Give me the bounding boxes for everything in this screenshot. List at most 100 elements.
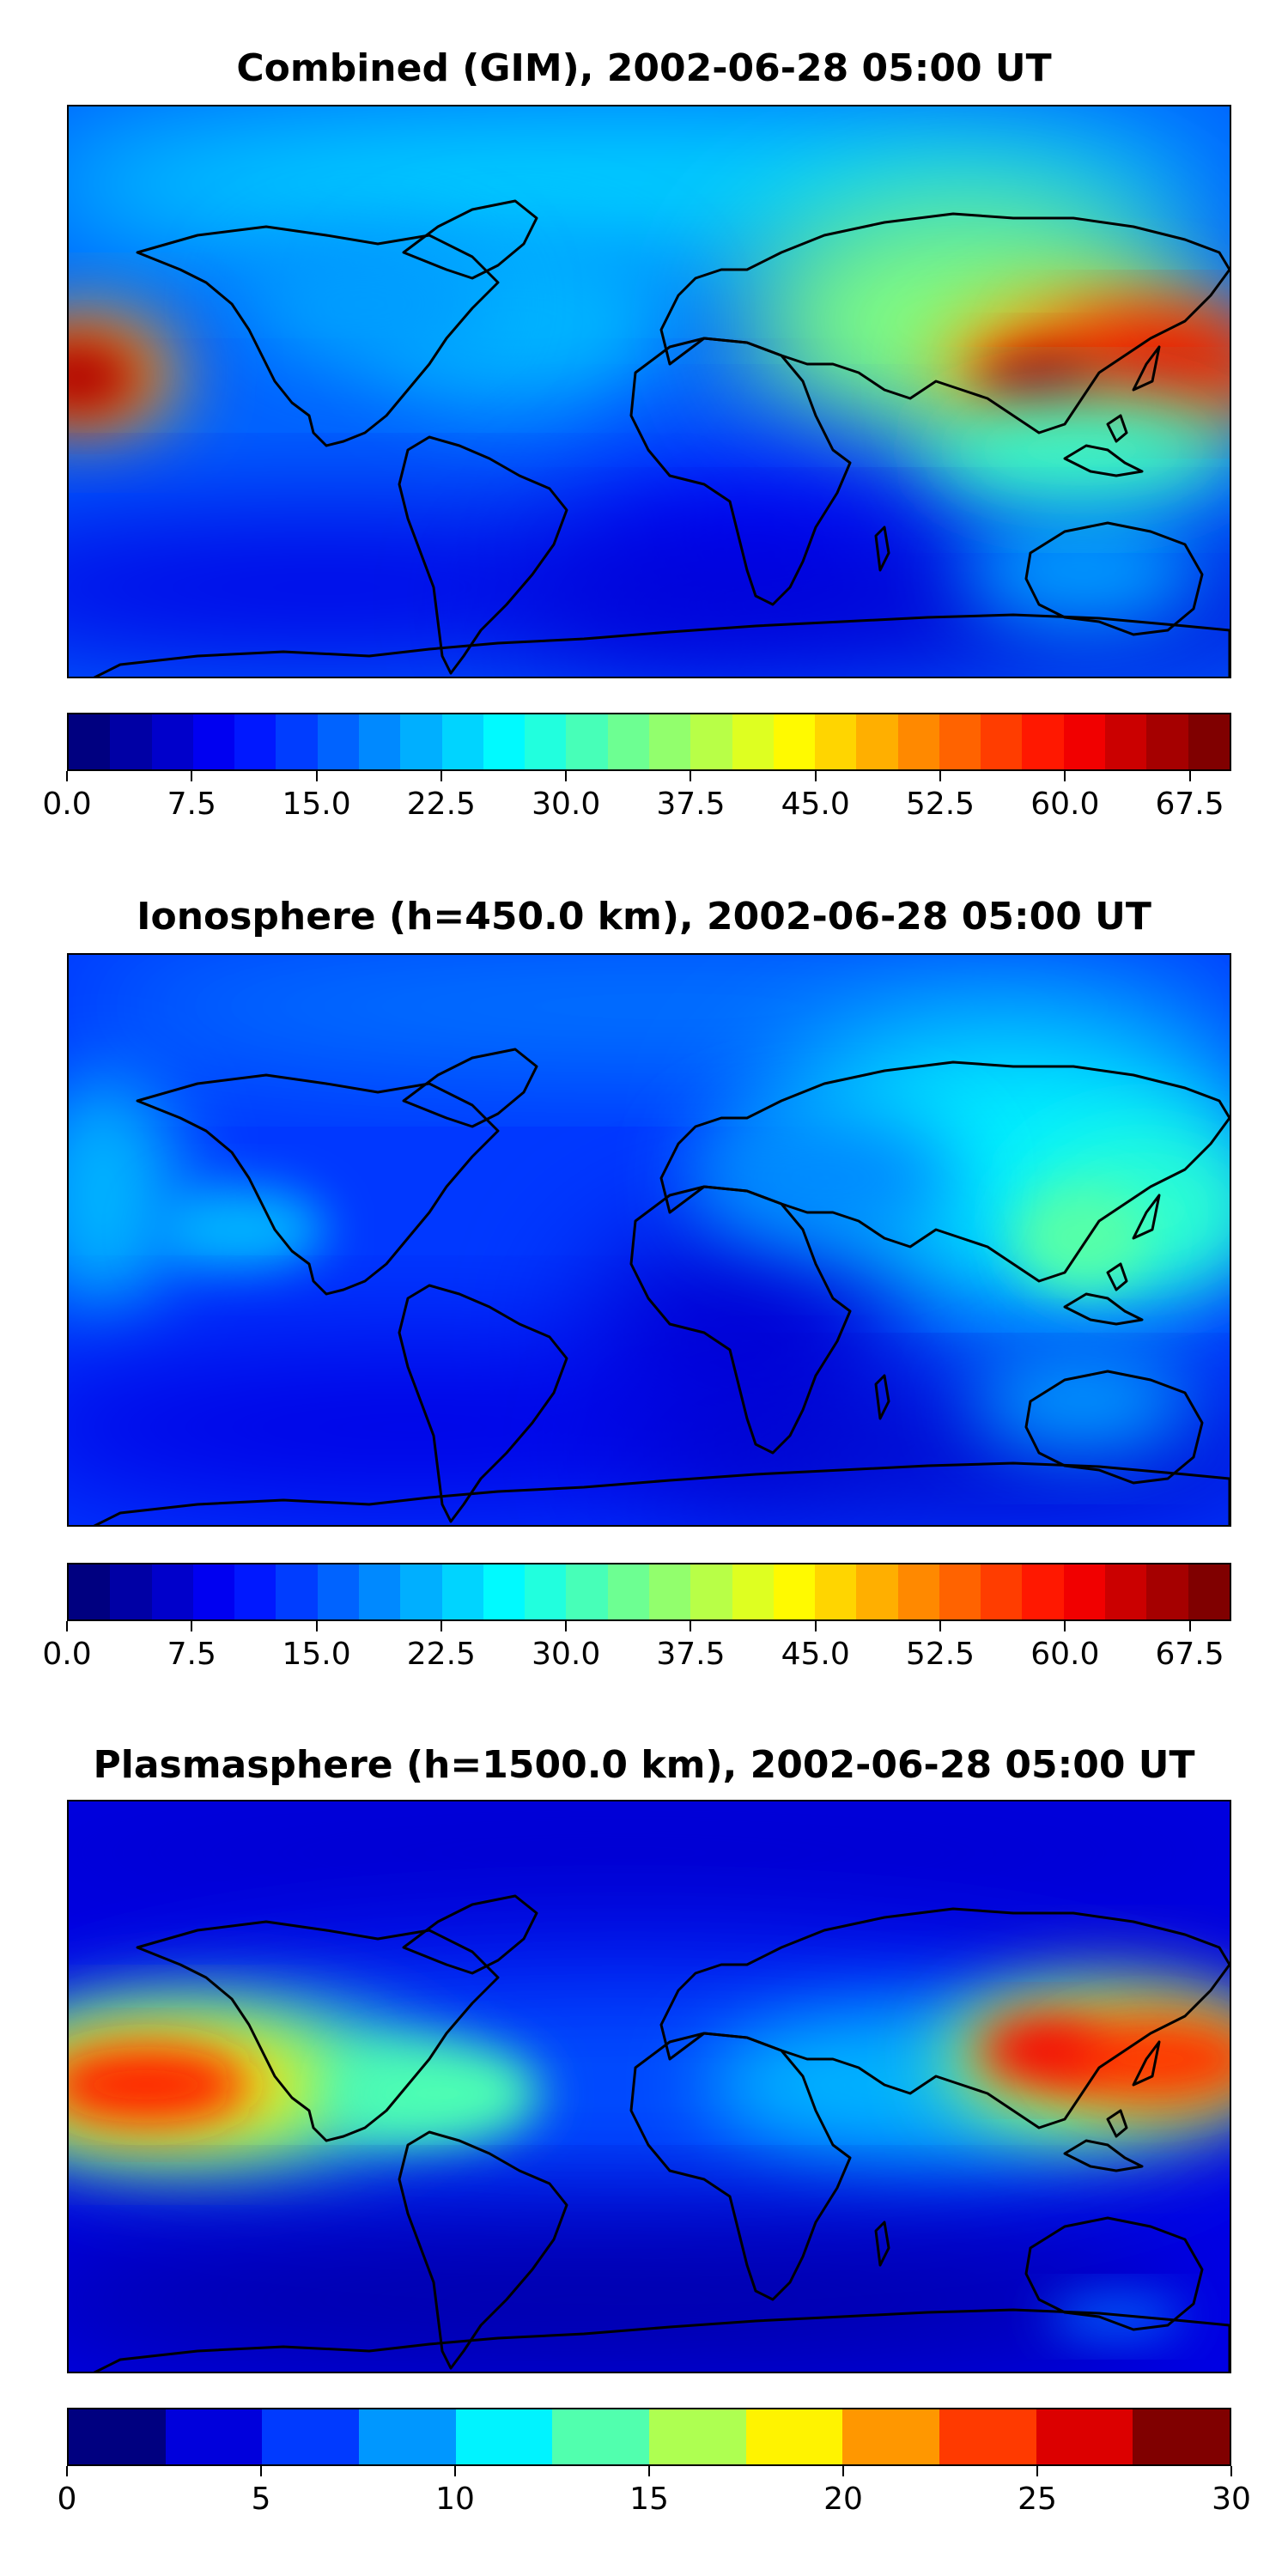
colorbar-tick-label: 30.0 — [532, 1637, 601, 1672]
panel-3-title: Plasmasphere (h=1500.0 km), 2002-06-28 0… — [93, 1743, 1195, 1787]
colorbar-level — [842, 2409, 940, 2464]
colorbar-level — [690, 1564, 732, 1619]
colorbar-tick-label: 0.0 — [42, 787, 92, 822]
colorbar-level — [1022, 714, 1064, 769]
colorbar-tick-label: 52.5 — [905, 787, 975, 822]
colorbar-level — [1036, 2409, 1133, 2464]
panel-3-map — [67, 1800, 1231, 2373]
colorbar-level — [483, 1564, 526, 1619]
colorbar-level — [566, 1564, 608, 1619]
colorbar-level — [317, 1564, 359, 1619]
colorbar-level — [1188, 714, 1230, 769]
colorbar-tick-label: 10 — [435, 2482, 475, 2517]
colorbar-level — [607, 1564, 649, 1619]
colorbar-tick-mark — [440, 771, 442, 781]
tec-map-plasmasphere — [69, 1801, 1230, 2372]
colorbar-tick-label: 60.0 — [1030, 1637, 1100, 1672]
colorbar-tick-mark — [1036, 2466, 1038, 2476]
colorbar-tick-label: 67.5 — [1155, 1637, 1224, 1672]
colorbar-level — [358, 714, 401, 769]
panel-2-map — [67, 953, 1231, 1527]
colorbar-level — [552, 2409, 650, 2464]
colorbar-level — [110, 714, 152, 769]
colorbar-level — [151, 714, 193, 769]
colorbar-level — [856, 714, 898, 769]
panel-1-colorbar-ticks: 0.0 7.5 15.0 22.5 30.0 37.5 45.0 52.5 60.0 67.5 — [42, 771, 1231, 823]
panel-3-colorbar — [67, 2408, 1231, 2466]
colorbar-level — [234, 714, 276, 769]
colorbar-level — [815, 714, 857, 769]
tec-map-ionosphere — [69, 955, 1230, 1525]
colorbar-level — [648, 714, 691, 769]
colorbar-tick-mark — [260, 2466, 262, 2476]
colorbar-tick-label: 22.5 — [406, 1637, 476, 1672]
colorbar-tick-label: 15.0 — [282, 1637, 351, 1672]
panel-3-colorbar-ticks: 0 5 10 15 20 25 30 — [58, 2466, 1251, 2518]
colorbar-tick-mark — [814, 1621, 817, 1631]
colorbar-level — [732, 714, 774, 769]
colorbar-level — [151, 1564, 193, 1619]
colorbar-level — [1063, 1564, 1106, 1619]
colorbar-tick-mark — [565, 1621, 568, 1631]
colorbar-tick-mark — [315, 771, 318, 781]
panel-1-colorbar — [67, 713, 1231, 771]
panel-1-title: Combined (GIM), 2002-06-28 05:00 UT — [236, 46, 1052, 90]
colorbar-level — [441, 1564, 483, 1619]
colorbar-level — [1022, 1564, 1064, 1619]
colorbar-tick-label: 52.5 — [905, 1637, 975, 1672]
colorbar-level — [1063, 714, 1106, 769]
colorbar-level — [939, 2409, 1036, 2464]
colorbar-level — [649, 2409, 746, 2464]
panel-2-colorbar — [67, 1563, 1231, 1621]
colorbar-level — [1188, 1564, 1230, 1619]
colorbar-level — [525, 1564, 567, 1619]
colorbar-level — [732, 1564, 774, 1619]
colorbar-level — [939, 1564, 981, 1619]
panel-2-title: Ionosphere (h=450.0 km), 2002-06-28 05:0… — [137, 895, 1151, 939]
colorbar-tick-label: 25 — [1018, 2482, 1057, 2517]
colorbar-level — [276, 714, 318, 769]
colorbar-tick-label: 7.5 — [167, 787, 216, 822]
colorbar-level — [165, 2409, 263, 2464]
colorbar-level — [69, 714, 111, 769]
colorbar-tick-mark — [191, 771, 193, 781]
colorbar-tick-mark — [66, 1621, 68, 1631]
colorbar-tick-mark — [1230, 2466, 1232, 2476]
colorbar-tick-mark — [565, 771, 568, 781]
colorbar-tick-label: 67.5 — [1155, 787, 1224, 822]
colorbar-tick-mark — [315, 1621, 318, 1631]
colorbar-level — [276, 1564, 318, 1619]
colorbar-level — [981, 714, 1023, 769]
colorbar-tick-label: 30.0 — [532, 787, 601, 822]
colorbar-level — [262, 2409, 360, 2464]
colorbar-level — [358, 1564, 401, 1619]
colorbar-level — [773, 1564, 816, 1619]
colorbar-tick-mark — [842, 2466, 844, 2476]
colorbar-tick-mark — [690, 771, 692, 781]
panel-2-colorbar-ticks: 0.0 7.5 15.0 22.5 30.0 37.5 45.0 52.5 60.0 67.5 — [42, 1621, 1231, 1673]
colorbar-tick-label: 0.0 — [42, 1637, 92, 1672]
colorbar-tick-mark — [814, 771, 817, 781]
colorbar-level — [110, 1564, 152, 1619]
colorbar-tick-label: 5 — [251, 2482, 271, 2517]
colorbar-tick-mark — [648, 2466, 650, 2476]
colorbar-tick-label: 15.0 — [282, 787, 351, 822]
colorbar-level — [773, 714, 816, 769]
colorbar-level — [1146, 714, 1188, 769]
colorbar-level — [648, 1564, 691, 1619]
colorbar-tick-mark — [1064, 1621, 1066, 1631]
colorbar-tick-mark — [939, 771, 941, 781]
colorbar-level — [69, 2409, 166, 2464]
colorbar-level — [856, 1564, 898, 1619]
tec-map-combined — [69, 106, 1230, 677]
colorbar-level — [1105, 714, 1147, 769]
colorbar-tick-mark — [191, 1621, 193, 1631]
colorbar-tick-label: 45.0 — [781, 787, 850, 822]
colorbar-tick-label: 7.5 — [167, 1637, 216, 1672]
colorbar-tick-mark — [939, 1621, 941, 1631]
colorbar-tick-label: 37.5 — [656, 787, 726, 822]
colorbar-tick-mark — [690, 1621, 692, 1631]
colorbar-level — [359, 2409, 456, 2464]
panel-1-map — [67, 105, 1231, 678]
colorbar-level — [1146, 1564, 1188, 1619]
